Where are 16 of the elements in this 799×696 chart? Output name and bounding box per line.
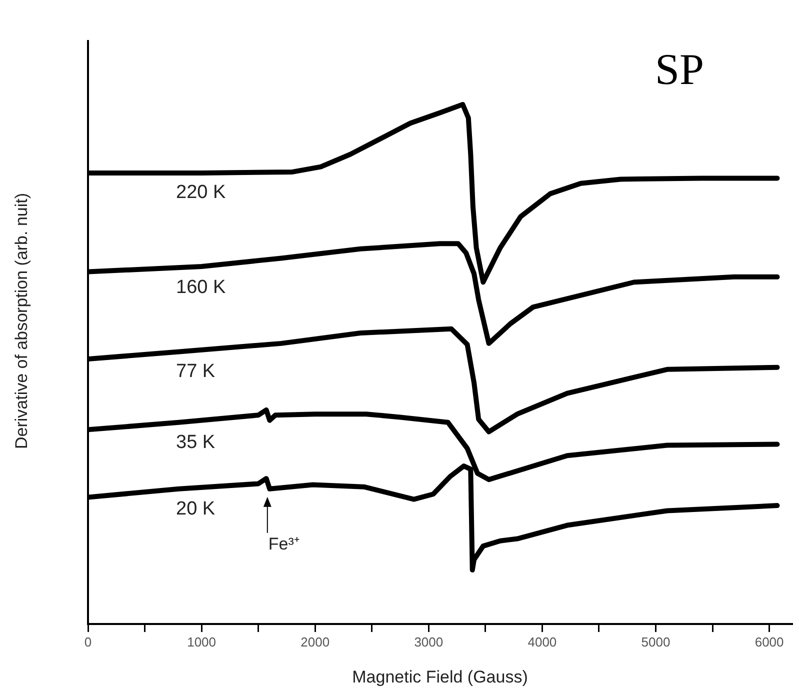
series-label: 220 K <box>176 182 226 204</box>
x-axis-title: Magnetic Field (Gauss) <box>352 667 528 686</box>
x-tick-label: 5000 <box>641 634 670 650</box>
series-label: 77 K <box>176 361 216 382</box>
y-axis-title: Derivative of absorption (arb. nuit) <box>12 192 32 450</box>
x-tick-label: 0 <box>84 634 92 650</box>
x-tick-label: 4000 <box>528 634 557 650</box>
series-label: 35 K <box>176 432 216 453</box>
series-label: 20 K <box>176 498 216 520</box>
x-tick-label: 6000 <box>754 634 784 650</box>
text: SP <box>655 44 704 95</box>
x-tick-label: 1000 <box>187 634 216 650</box>
annotation: Fe³⁺ <box>268 534 300 554</box>
x-tick-label: 3000 <box>414 634 444 650</box>
series-label: 160 K <box>176 276 226 298</box>
x-tick-label: 2000 <box>300 634 330 650</box>
